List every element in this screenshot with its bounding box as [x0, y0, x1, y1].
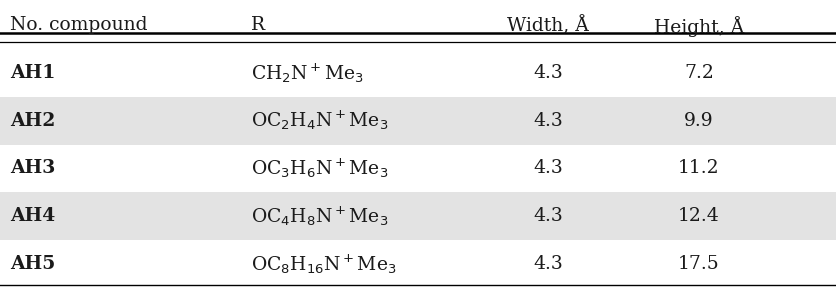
Text: AH1: AH1	[10, 64, 55, 82]
Text: OC$_2$H$_4$N$^+$Me$_3$: OC$_2$H$_4$N$^+$Me$_3$	[251, 109, 388, 132]
Text: 4.3: 4.3	[533, 255, 563, 273]
Text: 12.4: 12.4	[677, 207, 719, 225]
Text: R: R	[251, 16, 265, 34]
Text: 17.5: 17.5	[677, 255, 719, 273]
Text: No. compound: No. compound	[10, 16, 147, 34]
Text: 7.2: 7.2	[683, 64, 713, 82]
Text: AH5: AH5	[10, 255, 55, 273]
Text: 4.3: 4.3	[533, 207, 563, 225]
Text: AH4: AH4	[10, 207, 55, 225]
Text: CH$_2$N$^+$Me$_3$: CH$_2$N$^+$Me$_3$	[251, 61, 364, 85]
Text: AH3: AH3	[10, 160, 55, 177]
Text: 4.3: 4.3	[533, 160, 563, 177]
Text: Height, Å: Height, Å	[653, 16, 743, 37]
Text: OC$_4$H$_8$N$^+$Me$_3$: OC$_4$H$_8$N$^+$Me$_3$	[251, 204, 388, 228]
Text: 11.2: 11.2	[677, 160, 719, 177]
Text: AH2: AH2	[10, 112, 55, 130]
Text: 4.3: 4.3	[533, 112, 563, 130]
Text: Width, Å: Width, Å	[507, 16, 589, 35]
Bar	[0, 192, 836, 240]
Text: 4.3: 4.3	[533, 64, 563, 82]
Text: OC$_3$H$_6$N$^+$Me$_3$: OC$_3$H$_6$N$^+$Me$_3$	[251, 157, 388, 180]
Text: 9.9: 9.9	[683, 112, 713, 130]
Text: OC$_8$H$_{16}$N$^+$Me$_3$: OC$_8$H$_{16}$N$^+$Me$_3$	[251, 252, 396, 276]
Bar	[0, 97, 836, 145]
